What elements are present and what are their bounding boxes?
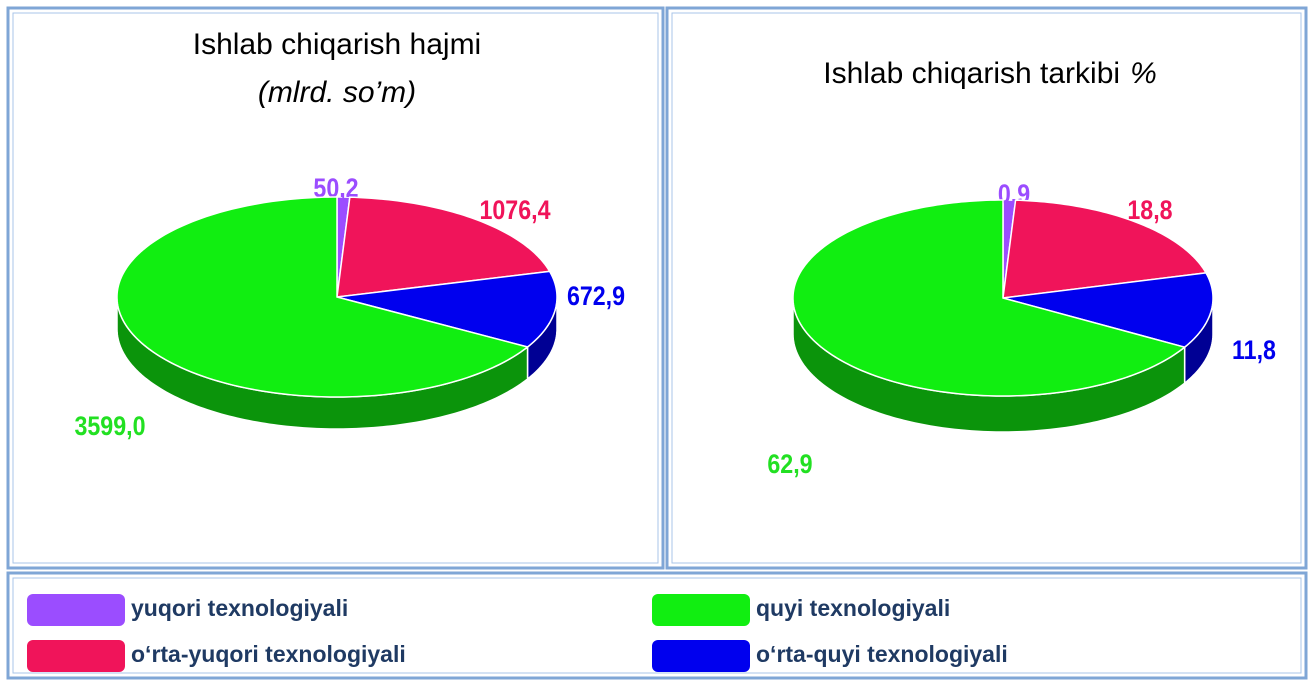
chart-subtitle: (mlrd. so’m) xyxy=(258,76,416,109)
data-label: 672,9 xyxy=(567,282,625,312)
legend-swatch xyxy=(27,640,125,672)
legend-label: yuqori texnologiyali xyxy=(131,595,348,621)
chart-title: Ishlab chiqarish tarkibi% xyxy=(823,57,1157,90)
data-label: 1076,4 xyxy=(479,196,550,226)
chart-subtitle: % xyxy=(1130,57,1157,90)
legend-label: quyi texnologiyali xyxy=(756,595,950,621)
legend-swatch xyxy=(652,640,750,672)
pie-slice xyxy=(792,199,1187,397)
pie-slice xyxy=(336,196,551,298)
legend-frame xyxy=(12,577,1302,674)
panel-frame xyxy=(12,12,659,564)
legend-swatch xyxy=(27,594,125,626)
chart-title: Ishlab chiqarish hajmi xyxy=(193,28,481,61)
panel-frame xyxy=(665,6,1308,570)
pie-slice xyxy=(1002,199,1208,299)
legend-label: o‘rta-quyi texnologiyali xyxy=(756,641,1008,667)
chart-title: Ishlab chiqarish tarkibi xyxy=(823,57,1120,90)
data-label: 11,8 xyxy=(1232,336,1276,366)
pie-slice xyxy=(116,196,530,398)
panel-frame xyxy=(671,12,1302,564)
panel-frame xyxy=(6,6,665,570)
data-label: 18,8 xyxy=(1127,196,1172,226)
data-label: 62,9 xyxy=(767,450,812,480)
legend-swatch xyxy=(652,594,750,626)
legend-frame xyxy=(6,571,1308,680)
pie-slice xyxy=(1002,272,1214,349)
legend-label: o‘rta-yuqori texnologiyali xyxy=(131,641,406,667)
data-label: 3599,0 xyxy=(74,412,145,442)
pie-slice xyxy=(336,270,558,348)
